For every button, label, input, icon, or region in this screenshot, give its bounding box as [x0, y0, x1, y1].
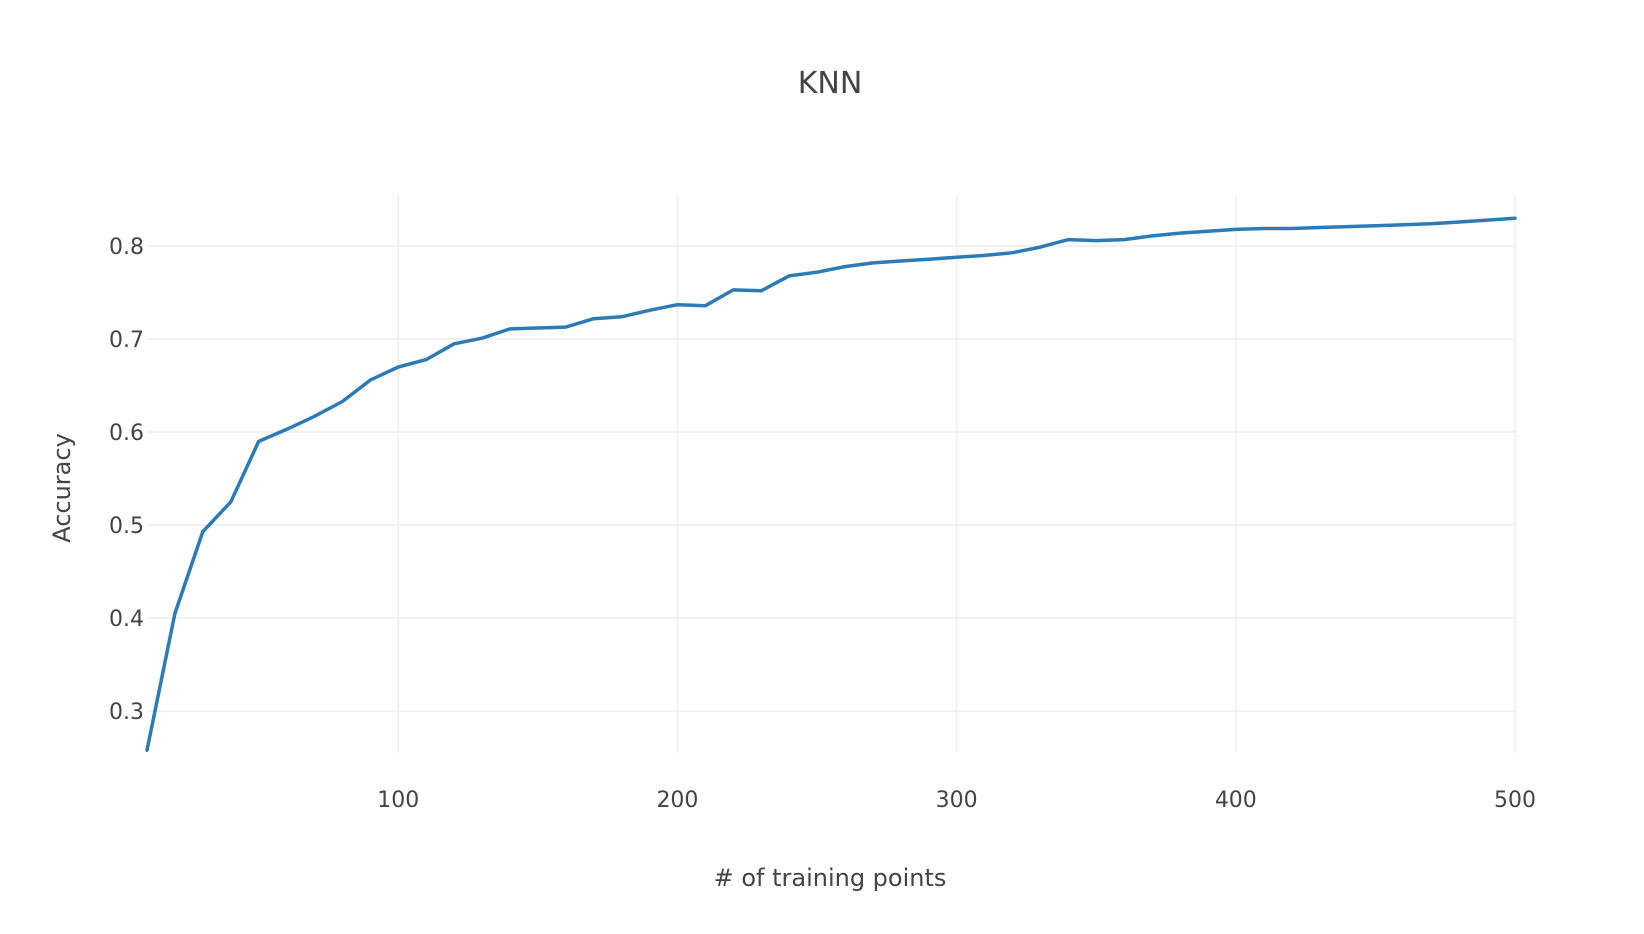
y-axis-title: Accuracy	[48, 433, 76, 543]
y-tick-label: 0.8	[109, 235, 144, 260]
accuracy-series-line	[145, 216, 1517, 752]
x-tick-label: 400	[1215, 788, 1257, 813]
x-tick-label: 200	[656, 788, 698, 813]
x-tick-label: 300	[936, 788, 978, 813]
chart-title: KNN	[798, 66, 863, 101]
y-tick-label: 0.6	[109, 421, 144, 446]
y-tick-label: 0.3	[109, 700, 144, 725]
x-axis-title: # of training points	[714, 864, 947, 892]
x-tick-label: 500	[1494, 788, 1536, 813]
y-tick-label: 0.7	[109, 328, 144, 353]
grid-lines	[147, 195, 1516, 753]
tick-labels: 100 200 300 400 500 0.3 0.4 0.5 0.6 0.7 0.8	[109, 235, 1536, 813]
x-tick-label: 100	[377, 788, 419, 813]
y-tick-label: 0.5	[109, 514, 144, 539]
y-tick-label: 0.4	[109, 607, 144, 632]
series-layer	[145, 216, 1517, 752]
